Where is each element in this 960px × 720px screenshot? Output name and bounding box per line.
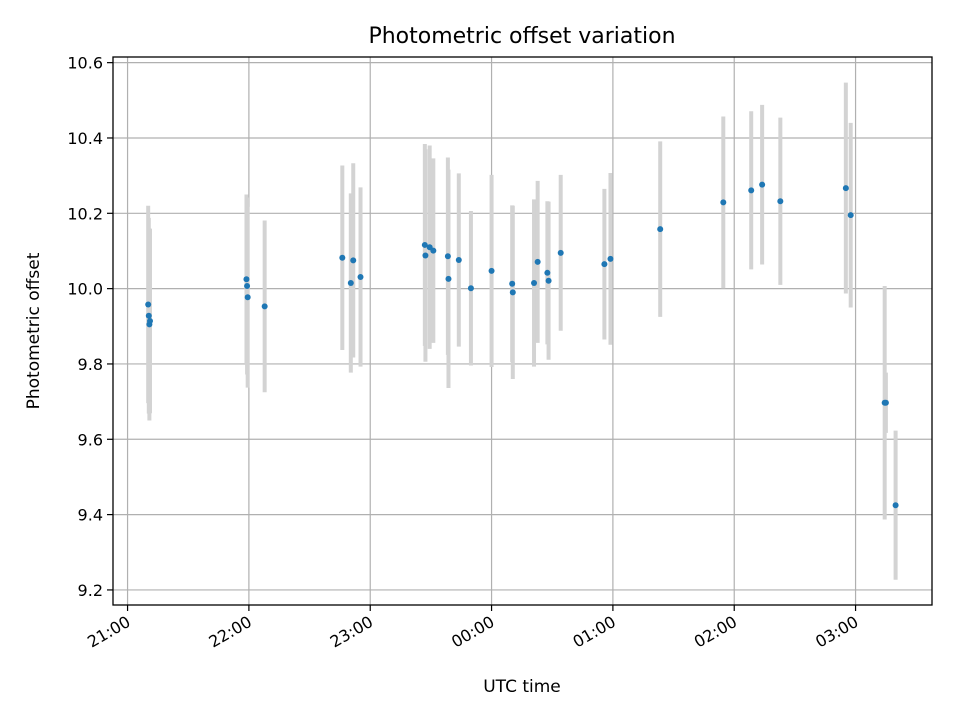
data-point — [244, 294, 251, 301]
data-point — [347, 279, 354, 286]
data-point — [748, 187, 755, 194]
y-tick-label: 9.2 — [78, 581, 103, 600]
error-bars — [146, 82, 898, 580]
y-tick-label: 10.2 — [67, 204, 103, 223]
x-tick-label: 23:00 — [327, 612, 376, 652]
data-point — [243, 276, 250, 283]
data-point — [509, 280, 516, 287]
y-tick-label: 10.6 — [67, 54, 103, 73]
data-point — [261, 303, 268, 310]
data-point — [445, 275, 452, 282]
data-point — [759, 181, 766, 188]
y-tick-label: 9.8 — [78, 355, 103, 374]
data-point — [557, 249, 564, 256]
data-point — [488, 267, 495, 274]
data-point — [444, 253, 451, 260]
x-tick-label: 03:00 — [812, 612, 861, 652]
data-point — [455, 257, 462, 264]
data-point — [847, 212, 854, 219]
plot-frame — [112, 56, 933, 606]
y-axis-ticks: 9.2 9.4 9.6 9.8 10.0 10.2 10.4 10.6 — [67, 54, 113, 600]
data-points — [145, 181, 899, 509]
data-point — [544, 269, 551, 276]
data-point — [892, 502, 899, 509]
y-tick-label: 9.6 — [78, 430, 103, 449]
data-point — [422, 252, 429, 259]
data-point — [531, 279, 538, 286]
y-tick-label: 9.4 — [78, 506, 103, 525]
x-tick-label: 00:00 — [448, 612, 497, 652]
data-point — [882, 399, 889, 406]
data-point — [607, 255, 614, 262]
data-point — [357, 273, 364, 280]
data-point — [545, 277, 552, 284]
data-point — [145, 301, 152, 308]
data-point — [601, 261, 608, 268]
data-point — [145, 312, 152, 319]
chart-title: Photometric offset variation — [368, 24, 675, 49]
data-point — [430, 247, 437, 254]
data-point — [534, 258, 541, 265]
y-axis-label: Photometric offset — [24, 252, 44, 409]
data-point — [842, 185, 849, 192]
data-point — [421, 241, 428, 248]
x-axis-label: UTC time — [483, 677, 561, 697]
x-tick-label: 02:00 — [691, 612, 740, 652]
data-point — [147, 318, 154, 325]
y-tick-label: 10.0 — [67, 280, 103, 299]
x-tick-label: 21:00 — [84, 612, 133, 652]
data-point — [720, 199, 727, 206]
data-point — [339, 254, 346, 261]
x-axis-ticks: 21:00 22:00 23:00 00:00 01:00 02:00 03:00 — [84, 605, 862, 652]
data-point — [657, 226, 664, 233]
data-point — [509, 289, 516, 296]
x-tick-label: 22:00 — [205, 612, 254, 652]
data-point — [350, 257, 357, 264]
data-point — [244, 282, 251, 289]
data-point — [467, 285, 474, 292]
data-point — [777, 198, 784, 205]
x-tick-label: 01:00 — [569, 612, 618, 652]
y-tick-label: 10.4 — [67, 129, 103, 148]
grid — [113, 57, 932, 605]
